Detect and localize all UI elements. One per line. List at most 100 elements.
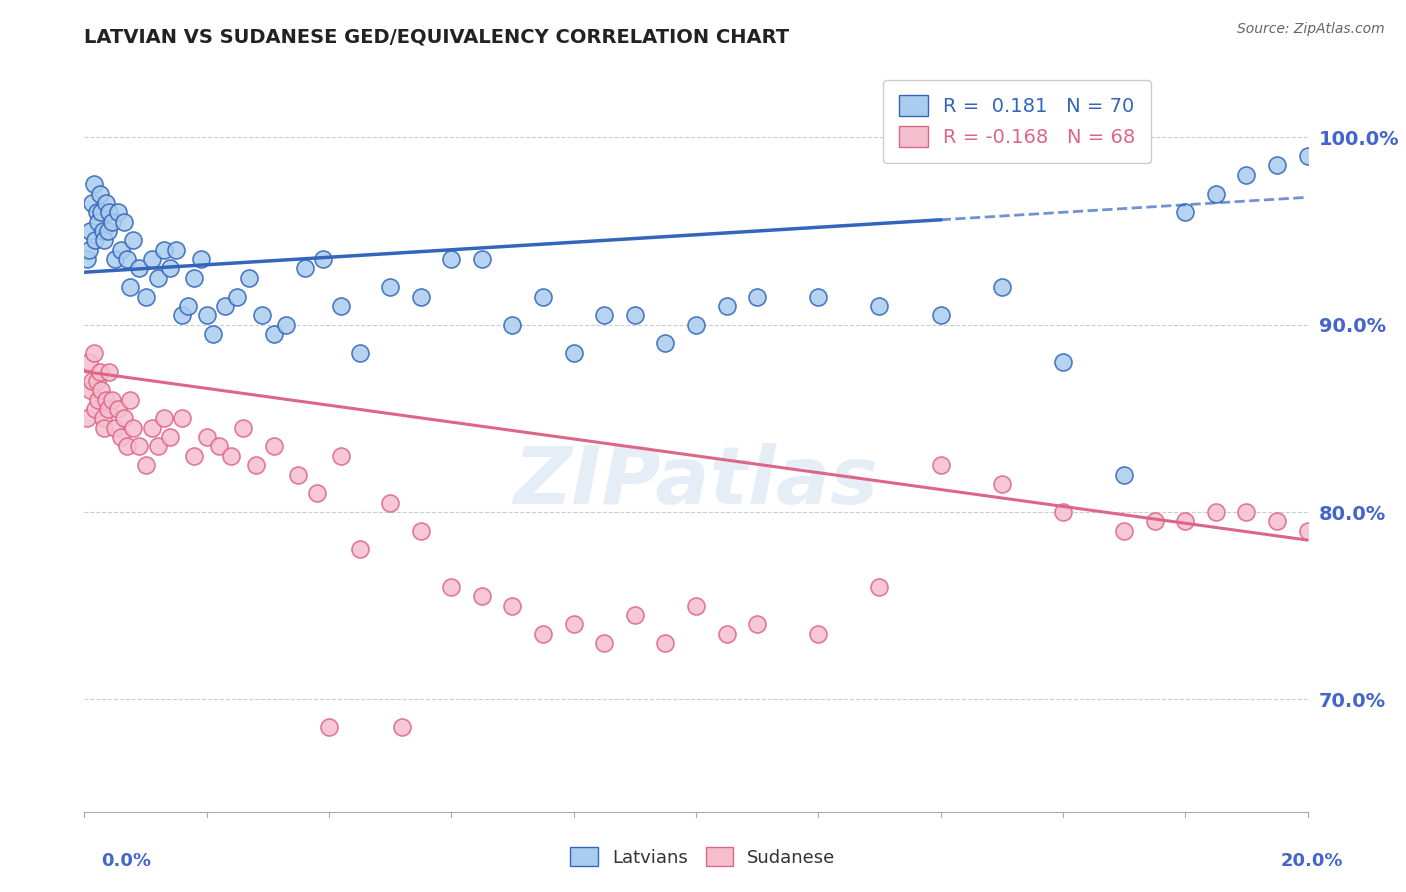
Point bbox=[685, 599, 707, 613]
Point bbox=[80, 374, 103, 388]
Point bbox=[84, 401, 107, 416]
Point bbox=[86, 374, 108, 388]
Point bbox=[104, 420, 127, 434]
Point bbox=[153, 411, 176, 425]
Point bbox=[807, 289, 830, 303]
Point bbox=[146, 439, 169, 453]
Point bbox=[172, 411, 194, 425]
Point bbox=[531, 289, 554, 303]
Point bbox=[79, 224, 101, 238]
Point bbox=[112, 411, 135, 425]
Text: 20.0%: 20.0% bbox=[1281, 852, 1343, 870]
Point bbox=[245, 458, 267, 472]
Point bbox=[263, 326, 285, 341]
Point bbox=[89, 365, 111, 379]
Point bbox=[1143, 514, 1166, 528]
Point bbox=[1052, 505, 1074, 519]
Point bbox=[330, 449, 353, 463]
Point bbox=[93, 233, 115, 247]
Point bbox=[110, 430, 132, 444]
Point bbox=[183, 449, 205, 463]
Point bbox=[91, 411, 114, 425]
Point bbox=[135, 458, 157, 472]
Point bbox=[562, 617, 585, 632]
Point bbox=[238, 271, 260, 285]
Point bbox=[214, 299, 236, 313]
Point bbox=[1265, 514, 1288, 528]
Point bbox=[991, 477, 1014, 491]
Point bbox=[183, 271, 205, 285]
Point bbox=[531, 627, 554, 641]
Point bbox=[747, 617, 769, 632]
Point bbox=[122, 420, 145, 434]
Point bbox=[1236, 168, 1258, 182]
Point bbox=[502, 318, 524, 332]
Point bbox=[869, 580, 891, 594]
Point bbox=[172, 308, 194, 322]
Point bbox=[101, 392, 124, 407]
Point bbox=[1265, 158, 1288, 172]
Point bbox=[77, 355, 100, 369]
Point bbox=[84, 233, 107, 247]
Point bbox=[318, 720, 340, 734]
Point bbox=[440, 252, 463, 266]
Point bbox=[929, 458, 952, 472]
Point bbox=[624, 308, 647, 322]
Text: LATVIAN VS SUDANESE GED/EQUIVALENCY CORRELATION CHART: LATVIAN VS SUDANESE GED/EQUIVALENCY CORR… bbox=[84, 28, 790, 47]
Point bbox=[349, 542, 371, 557]
Point bbox=[471, 589, 494, 603]
Point bbox=[929, 308, 952, 322]
Point bbox=[409, 289, 432, 303]
Point bbox=[1205, 186, 1227, 201]
Point bbox=[991, 280, 1014, 294]
Point bbox=[869, 299, 891, 313]
Point bbox=[79, 384, 101, 398]
Point bbox=[97, 224, 120, 238]
Point bbox=[330, 299, 353, 313]
Point bbox=[208, 439, 231, 453]
Point bbox=[1174, 205, 1197, 219]
Legend: R =  0.181   N = 70, R = -0.168   N = 68: R = 0.181 N = 70, R = -0.168 N = 68 bbox=[883, 79, 1152, 163]
Point bbox=[90, 384, 112, 398]
Point bbox=[86, 205, 108, 219]
Point bbox=[87, 215, 110, 229]
Point bbox=[287, 467, 309, 482]
Point bbox=[250, 308, 273, 322]
Point bbox=[177, 299, 200, 313]
Point bbox=[502, 599, 524, 613]
Point bbox=[654, 336, 676, 351]
Point bbox=[112, 215, 135, 229]
Point bbox=[128, 439, 150, 453]
Point bbox=[624, 608, 647, 623]
Point bbox=[1114, 524, 1136, 538]
Point bbox=[1236, 505, 1258, 519]
Point bbox=[89, 186, 111, 201]
Point bbox=[807, 627, 830, 641]
Point bbox=[135, 289, 157, 303]
Point bbox=[294, 261, 316, 276]
Point bbox=[110, 243, 132, 257]
Point bbox=[1296, 524, 1319, 538]
Point bbox=[165, 243, 187, 257]
Point bbox=[94, 195, 117, 210]
Point bbox=[141, 252, 163, 266]
Point bbox=[190, 252, 212, 266]
Point bbox=[107, 205, 129, 219]
Point bbox=[83, 177, 105, 191]
Point bbox=[195, 308, 218, 322]
Text: 0.0%: 0.0% bbox=[101, 852, 152, 870]
Point bbox=[380, 280, 402, 294]
Point bbox=[1174, 514, 1197, 528]
Point bbox=[91, 224, 114, 238]
Point bbox=[716, 627, 738, 641]
Point bbox=[1296, 149, 1319, 163]
Point bbox=[1205, 505, 1227, 519]
Point bbox=[83, 346, 105, 360]
Point bbox=[107, 401, 129, 416]
Point bbox=[128, 261, 150, 276]
Point bbox=[122, 233, 145, 247]
Point bbox=[87, 392, 110, 407]
Point bbox=[685, 318, 707, 332]
Point bbox=[593, 308, 616, 322]
Legend: Latvians, Sudanese: Latvians, Sudanese bbox=[564, 840, 842, 874]
